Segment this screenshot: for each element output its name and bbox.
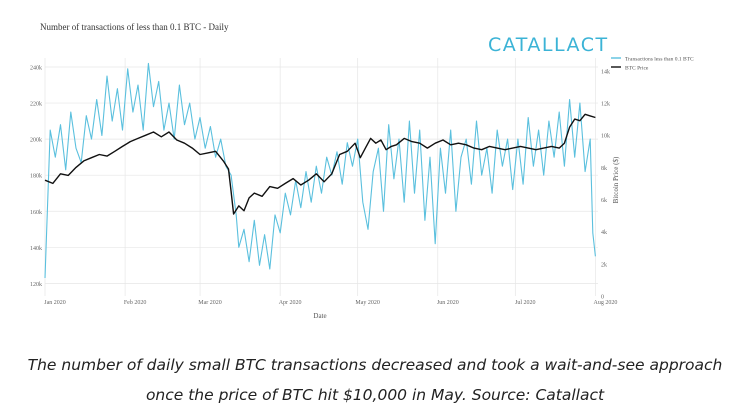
x-tick-label: Jan 2020: [44, 300, 66, 306]
y-right-tick-label: 4k: [601, 230, 607, 236]
x-tick-label: Feb 2020: [124, 300, 147, 306]
catallact-logo: CATALLACT: [488, 34, 609, 56]
legend: Transactions less than 0.1 BTC BTC Price: [611, 57, 694, 72]
x-tick-label: May 2020: [355, 300, 380, 306]
line-chart: 120k 140k 160k 180k 200k 220k 240k 0 2k 4k 6k 8k 10…: [30, 57, 694, 321]
y-left-tick-label: 140k: [30, 246, 42, 252]
y-right-axis-label: Bitcoin Price ($): [612, 156, 620, 203]
y-right-ticks: 0 2k 4k 6k 8k 10k 12k 14k: [601, 69, 610, 300]
legend-label: Transactions less than 0.1 BTC: [625, 57, 694, 63]
y-right-tick-label: 10k: [601, 134, 610, 140]
x-ticks: Jan 2020 Feb 2020 Mar 2020 Apr 2020 May 2020…: [44, 300, 617, 306]
y-left-tick-label: 160k: [30, 210, 42, 216]
y-left-tick-label: 220k: [30, 102, 42, 108]
caption-line-1: The number of daily small BTC transactio…: [27, 356, 723, 374]
y-left-tick-label: 240k: [30, 66, 42, 72]
y-left-ticks: 120k 140k 160k 180k 200k 220k 240k: [30, 66, 42, 288]
series-layer: [44, 62, 596, 279]
y-left-tick-label: 120k: [30, 282, 42, 288]
y-left-tick-label: 180k: [30, 174, 42, 180]
y-right-tick-label: 6k: [601, 198, 607, 204]
x-axis-label: Date: [313, 312, 326, 320]
x-tick-label: Jun 2020: [437, 300, 459, 306]
y-right-tick-label: 0: [601, 295, 604, 301]
series-line-transactions: [44, 62, 596, 279]
grid: [44, 58, 598, 296]
y-right-tick-label: 2k: [601, 262, 607, 268]
legend-label: BTC Price: [625, 66, 649, 72]
x-tick-label: Mar 2020: [198, 300, 222, 306]
y-right-tick-label: 14k: [601, 69, 610, 75]
x-tick-label: Apr 2020: [279, 300, 302, 306]
y-right-tick-label: 8k: [601, 166, 607, 172]
y-left-tick-label: 200k: [30, 138, 42, 144]
caption-line-2: once the price of BTC hit $10,000 in May…: [145, 386, 605, 404]
y-right-tick-label: 12k: [601, 102, 610, 108]
x-tick-label: Jul 2020: [515, 300, 536, 306]
chart-title: Number of transactions of less than 0.1 …: [40, 22, 229, 32]
x-tick-label: Aug 2020: [593, 300, 617, 306]
series-line-btc-price: [44, 113, 596, 215]
